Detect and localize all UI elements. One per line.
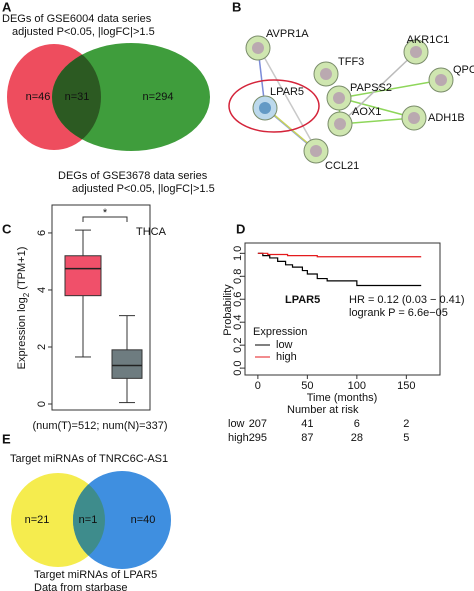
y-tick-label: 1.0 xyxy=(232,246,244,261)
set-label: Target miRNAs of LPAR5 xyxy=(34,569,157,581)
panel-letter: E xyxy=(2,431,11,446)
risk-count: 207 xyxy=(249,418,267,430)
risk-table-title: Number at risk xyxy=(287,404,359,416)
venn-count: n=46 xyxy=(26,91,51,103)
annotation: LPAR5 xyxy=(285,294,320,306)
venn-count: n=40 xyxy=(131,514,156,526)
risk-count: 5 xyxy=(403,432,409,444)
node-label: ADH1B xyxy=(428,112,465,124)
risk-row-label: high xyxy=(228,432,249,444)
risk-count: 28 xyxy=(351,432,363,444)
venn-count: n=31 xyxy=(65,91,90,103)
survival-curve xyxy=(257,252,422,287)
plot-frame xyxy=(244,242,441,376)
panel-letter: A xyxy=(2,0,12,14)
annotation: THCA xyxy=(136,226,167,238)
node-structure xyxy=(410,46,422,58)
legend-entry: high xyxy=(276,351,297,363)
node-structure xyxy=(333,92,345,104)
x-tick-label: 50 xyxy=(301,380,313,392)
risk-count: 295 xyxy=(249,432,267,444)
x-axis-label: Time (months) xyxy=(307,392,378,404)
legend-entry: low xyxy=(276,339,293,351)
x-tick-label: 150 xyxy=(397,380,415,392)
legend-title: Expression xyxy=(253,326,307,338)
venn-overlap xyxy=(73,473,105,567)
y-axis-label-part: Expression log xyxy=(16,297,28,369)
venn-count: n=21 xyxy=(25,514,50,526)
y-axis-label: Probability xyxy=(222,284,234,336)
y-tick-label: 0.4 xyxy=(232,315,244,330)
y-tick-label: 6 xyxy=(36,230,48,236)
annotation: logrank P = 6.6e−05 xyxy=(349,307,448,319)
node-structure xyxy=(252,42,264,54)
significance-mark: * xyxy=(103,207,108,219)
node-structure xyxy=(334,118,346,130)
box xyxy=(111,349,143,379)
panel-letter: D xyxy=(236,221,245,236)
set-label: adjusted P<0.05, |logFC|>1.5 xyxy=(72,183,215,195)
node-structure xyxy=(320,68,332,80)
panel-letter: C xyxy=(2,221,12,236)
node-label: AVPR1A xyxy=(266,28,309,40)
venn-count: n=294 xyxy=(143,91,174,103)
risk-row-label: low xyxy=(228,418,245,430)
y-tick-label: 0.8 xyxy=(232,269,244,284)
y-tick-label: 0.2 xyxy=(232,338,244,353)
set-label: DEGs of GSE6004 data series xyxy=(2,13,152,25)
y-axis-label-part: (TPM+1) xyxy=(16,247,28,293)
y-tick-label: 4 xyxy=(36,287,48,293)
highlight-ring xyxy=(228,79,320,133)
node-label: TFF3 xyxy=(338,56,364,68)
set-label: adjusted P<0.05, |logFC|>1.5 xyxy=(12,26,155,38)
node-label: AOX1 xyxy=(352,106,381,118)
set-label: Target miRNAs of TNRC6C-AS1 xyxy=(10,453,168,465)
source-note: Data from starbase xyxy=(34,582,128,591)
risk-count: 2 xyxy=(403,418,409,430)
y-tick-label: 0.6 xyxy=(232,292,244,307)
panel-letter: B xyxy=(232,0,241,14)
annotation: HR = 0.12 (0.03 − 0.41) xyxy=(349,294,465,306)
node-label: QPCT xyxy=(453,64,474,76)
node-structure xyxy=(259,102,271,114)
y-tick-label: 0.0 xyxy=(232,360,244,375)
node-label: PAPSS2 xyxy=(350,82,392,94)
y-axis-label: Expression log2 (TPM+1) xyxy=(16,247,31,370)
risk-count: 41 xyxy=(301,418,313,430)
network-edge xyxy=(258,47,318,152)
network-edge xyxy=(339,51,417,125)
node-label: AKR1C1 xyxy=(407,34,450,46)
plot-frame xyxy=(51,204,151,411)
x-tick-label: 100 xyxy=(348,380,366,392)
node-label: LPAR5 xyxy=(270,86,304,98)
survival-curve xyxy=(257,252,422,258)
venn-overlap xyxy=(52,44,101,150)
node-label: CCL21 xyxy=(325,160,359,172)
node-structure xyxy=(435,74,447,86)
box xyxy=(64,255,102,297)
set-label: DEGs of GSE3678 data series xyxy=(58,170,208,182)
node-structure xyxy=(408,112,420,124)
x-axis-label: (num(T)=512; num(N)=337) xyxy=(32,420,167,432)
y-tick-label: 0 xyxy=(36,401,48,407)
significance-bracket xyxy=(82,216,128,222)
risk-count: 6 xyxy=(354,418,360,430)
risk-count: 87 xyxy=(301,432,313,444)
node-structure xyxy=(310,145,322,157)
x-tick-label: 0 xyxy=(255,380,261,392)
y-tick-label: 2 xyxy=(36,344,48,350)
y-axis-label-part: 2 xyxy=(22,292,31,297)
venn-count: n=1 xyxy=(79,514,98,526)
network-edge xyxy=(339,79,443,99)
